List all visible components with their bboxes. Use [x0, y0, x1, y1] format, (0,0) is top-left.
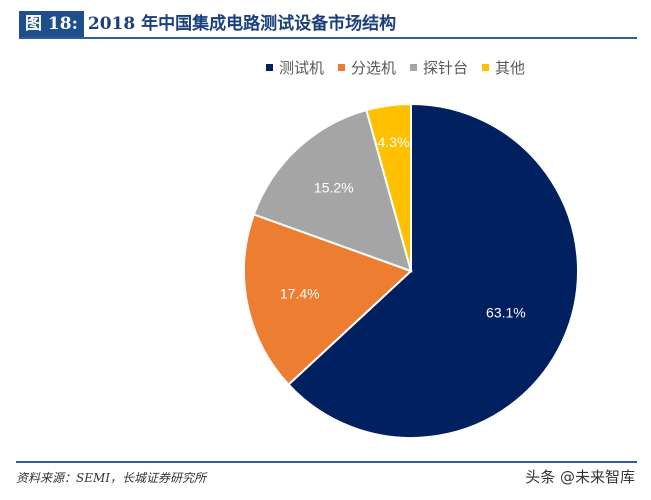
legend-item-prober: 探针台 — [410, 57, 468, 78]
slice-value-label: 15.2% — [314, 180, 354, 196]
legend-swatch-icon — [410, 64, 418, 71]
legend-item-tester: 测试机 — [266, 57, 324, 78]
slice-value-label: 63.1% — [486, 304, 526, 320]
pie-slice-3 — [365, 102, 412, 272]
chart-title: 2018 年中国集成电路测试设备市场结构 — [87, 14, 397, 34]
chart-legend: 测试机 分选机 探针台 其他 — [266, 57, 525, 78]
pie-slice-2 — [252, 108, 413, 273]
pie-slices — [243, 102, 579, 439]
legend-label: 分选机 — [351, 59, 397, 77]
slice-value-label: 17.4% — [280, 286, 320, 302]
header-divider — [19, 37, 637, 39]
legend-swatch-icon — [266, 64, 273, 71]
figure-label: 图 18: — [19, 11, 84, 37]
legend-item-handler: 分选机 — [338, 57, 396, 78]
pie-labels: 63.1% 17.4% 15.2% 4.3% — [280, 134, 526, 320]
legend-swatch-icon — [338, 64, 346, 71]
footer-divider — [16, 461, 637, 463]
legend-item-other: 其他 — [482, 57, 525, 78]
figure-header: 图 18: 2018 年中国集成电路测试设备市场结构 — [19, 11, 396, 37]
legend-label: 测试机 — [279, 59, 325, 77]
legend-label: 其他 — [495, 59, 526, 77]
legend-label: 探针台 — [423, 59, 469, 77]
watermark: 头条 @未来智库 — [525, 468, 635, 486]
slice-value-label: 4.3% — [377, 134, 409, 150]
pie-slice-0 — [287, 102, 579, 439]
source-note: 资料来源：SEMI，长城证券研究所 — [16, 471, 207, 485]
legend-swatch-icon — [482, 64, 490, 71]
